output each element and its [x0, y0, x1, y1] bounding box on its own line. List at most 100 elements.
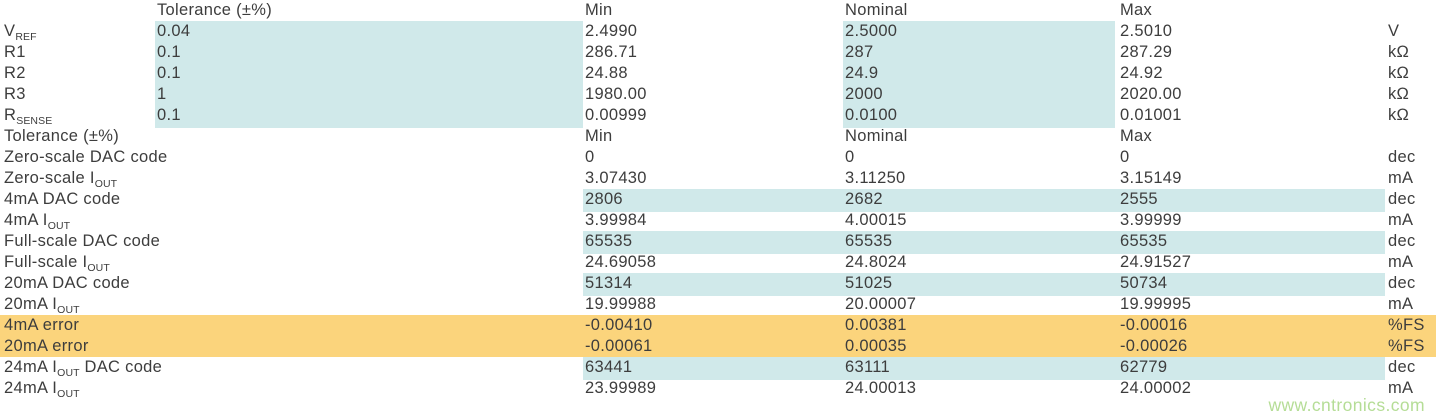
label-text: Zero-scale DAC code [4, 148, 168, 166]
cell-min: 63441 [583, 357, 843, 380]
table-row-r1: R1 0.1 286.71 287 287.29 kΩ [0, 42, 1436, 65]
cell-unit: dec [1388, 274, 1416, 292]
table-row-20ma-iout: 20mA IOUT 19.99988 20.00007 19.99995 mA [0, 294, 1436, 317]
header-max: Max [1120, 1, 1153, 19]
cell-unit: dec [1388, 148, 1416, 166]
cell-min: -0.00410 [585, 316, 653, 334]
cell-nominal: 2682 [843, 189, 1115, 212]
label-text: 24mA I [4, 379, 58, 397]
row-label: 24mA IOUT [0, 378, 155, 401]
label-subscript: OUT [57, 388, 80, 400]
cell-unit: kΩ [1388, 64, 1410, 82]
row-label: VREF [0, 21, 155, 44]
label-text: R3 [4, 85, 26, 103]
cell-unit: dec [1388, 358, 1416, 376]
label-text: 20mA error [4, 337, 89, 355]
cell-unit: %FS [1388, 337, 1425, 355]
cell-tolerance [155, 147, 583, 170]
label-text: 20mA DAC code [4, 274, 130, 292]
cell-nominal: 2.5000 [843, 21, 1115, 44]
label-subscript: OUT [94, 178, 118, 190]
cell-tolerance [155, 231, 583, 254]
cell-nominal: 0.00381 [845, 316, 907, 334]
label-subscript: SENSE [16, 115, 53, 127]
table-row-20ma-dac-code: 20mA DAC code 51314 51025 50734 dec [0, 273, 1436, 296]
cell-max: 65535 [1115, 231, 1385, 254]
cell-max: 50734 [1115, 273, 1385, 296]
cell-min: 1980.00 [585, 85, 647, 103]
cell-unit: %FS [1388, 316, 1425, 334]
cell-min: 24.69058 [585, 253, 657, 271]
cell-max: 24.92 [1120, 64, 1163, 82]
table-row-r3: R3 1 1980.00 2000 2020.00 kΩ [0, 84, 1436, 107]
cell-unit: kΩ [1388, 43, 1410, 61]
cell-nominal: 24.8024 [845, 253, 907, 271]
header-tolerance: Tolerance (±%) [157, 1, 273, 19]
table-row-20ma-error: 20mA error -0.00061 0.00035 -0.00026 %FS [0, 336, 1436, 357]
label-text: 4mA error [4, 316, 80, 334]
cell-tolerance [155, 336, 583, 359]
row-label: 20mA IOUT [0, 294, 155, 317]
cell-nominal: 24.00013 [845, 379, 917, 397]
cell-max: 19.99995 [1120, 295, 1192, 313]
header-min: Min [585, 127, 613, 145]
cell-max: 0.01001 [1120, 106, 1182, 124]
header-unit [1385, 0, 1436, 21]
cell-min: 3.99984 [585, 211, 647, 229]
cell-min: 24.88 [585, 64, 628, 82]
table-row-empty [0, 399, 1436, 420]
cell-tolerance: 1 [155, 84, 583, 107]
cell-unit: dec [1388, 190, 1416, 208]
cell-min: 2806 [583, 189, 843, 212]
header-nominal: Nominal [845, 1, 908, 19]
header-max: Max [1120, 127, 1153, 145]
header-min: Min [585, 1, 613, 19]
cell-max: 3.15149 [1120, 169, 1182, 187]
label-subscript: OUT [87, 262, 110, 274]
cell-min: 23.99989 [585, 379, 657, 397]
cell-min: 19.99988 [585, 295, 657, 313]
row-label: 4mA DAC code [0, 189, 155, 212]
cell-tolerance [155, 210, 583, 233]
cell-min: 0 [585, 148, 595, 166]
row-label: 20mA DAC code [0, 273, 155, 296]
table-row-vref: VREF 0.04 2.4990 2.5000 2.5010 V [0, 21, 1436, 44]
cell-unit: kΩ [1388, 85, 1410, 103]
header-tolerance [155, 126, 583, 149]
row-label: Zero-scale IOUT [0, 168, 155, 191]
cell-min [583, 399, 843, 420]
header-nominal: Nominal [845, 127, 908, 145]
label-text: 20mA I [4, 295, 58, 313]
table-row-4ma-iout: 4mA IOUT 3.99984 4.00015 3.99999 mA [0, 210, 1436, 233]
table-row-full-scale-dac-code: Full-scale DAC code 65535 65535 65535 de… [0, 231, 1436, 254]
cell-max: 62779 [1115, 357, 1385, 380]
label-text: V [4, 22, 16, 40]
cell-unit: mA [1388, 379, 1414, 397]
row-label: 20mA error [0, 336, 155, 359]
row-label: R2 [0, 63, 155, 86]
cell-unit: kΩ [1388, 106, 1410, 124]
cell-nominal: 3.11250 [845, 169, 906, 187]
cell-nominal: 0.00035 [845, 337, 907, 355]
label-subscript: OUT [47, 220, 71, 232]
cell-nominal: 287 [843, 42, 1115, 65]
header-unit [1385, 126, 1436, 149]
table-row-rsense: RSENSE 0.1 0.00999 0.0100 0.01001 kΩ [0, 105, 1436, 128]
cell-nominal [843, 399, 1115, 420]
row-label: RSENSE [0, 105, 155, 128]
cell-tolerance: 0.1 [155, 42, 583, 65]
row-label: Full-scale IOUT [0, 252, 155, 275]
cell-min: 65535 [583, 231, 843, 254]
table-row-24ma-iout-dac-code: 24mA IOUT DAC code 63441 63111 62779 dec [0, 357, 1436, 380]
cell-max: 2555 [1115, 189, 1385, 212]
label-text: R [4, 106, 17, 124]
label-subscript: OUT [57, 367, 80, 379]
cell-unit: V [1388, 22, 1400, 40]
cell-tolerance [155, 357, 583, 380]
row-label: 4mA IOUT [0, 210, 155, 233]
cell-tolerance: 0.1 [155, 63, 583, 86]
label-text: 24mA I [4, 358, 58, 376]
row-label [0, 399, 155, 420]
